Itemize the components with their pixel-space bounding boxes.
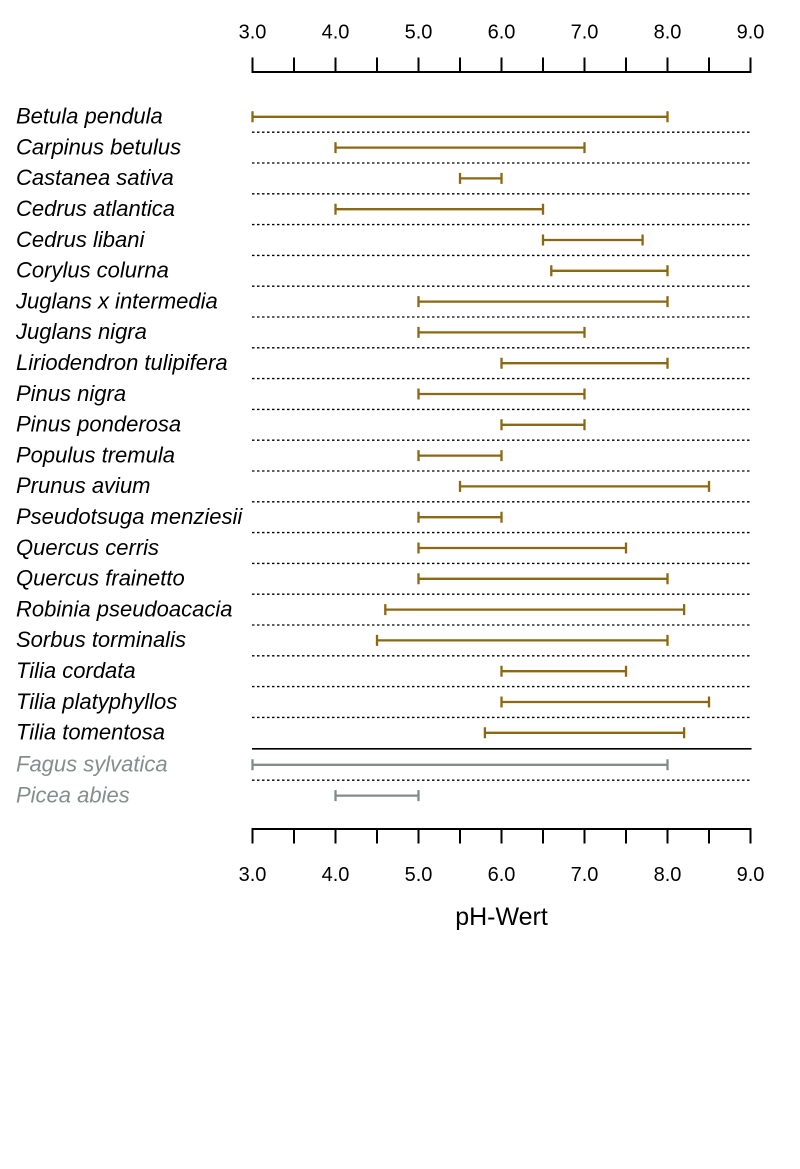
svg-text:8.0: 8.0: [654, 21, 682, 43]
svg-text:Pinus ponderosa: Pinus ponderosa: [16, 412, 181, 437]
svg-text:4.0: 4.0: [322, 864, 350, 886]
svg-text:Liriodendron tulipifera: Liriodendron tulipifera: [16, 350, 228, 375]
svg-text:Prunus avium: Prunus avium: [16, 473, 151, 498]
svg-text:5.0: 5.0: [405, 864, 433, 886]
svg-text:8.0: 8.0: [654, 864, 682, 886]
svg-text:Picea abies: Picea abies: [16, 782, 130, 807]
svg-text:3.0: 3.0: [239, 864, 267, 886]
svg-text:Quercus cerris: Quercus cerris: [16, 535, 159, 560]
svg-text:Tilia tomentosa: Tilia tomentosa: [16, 720, 165, 745]
svg-text:5.0: 5.0: [405, 21, 433, 43]
svg-text:Cedrus libani: Cedrus libani: [16, 227, 146, 252]
svg-text:6.0: 6.0: [488, 864, 516, 886]
svg-text:Sorbus torminalis: Sorbus torminalis: [16, 627, 186, 652]
svg-text:Cedrus atlantica: Cedrus atlantica: [16, 196, 175, 221]
svg-text:9.0: 9.0: [737, 864, 765, 886]
svg-text:Robinia pseudoacacia: Robinia pseudoacacia: [16, 596, 233, 621]
svg-text:Juglans nigra: Juglans nigra: [15, 319, 147, 344]
svg-text:Pinus nigra: Pinus nigra: [16, 381, 126, 406]
svg-text:pH-Wert: pH-Wert: [455, 903, 548, 931]
svg-text:Populus tremula: Populus tremula: [16, 442, 175, 467]
svg-text:Castanea sativa: Castanea sativa: [16, 165, 174, 190]
svg-text:Juglans x intermedia: Juglans x intermedia: [15, 288, 218, 313]
svg-text:Quercus frainetto: Quercus frainetto: [16, 566, 185, 591]
svg-text:Fagus sylvatica: Fagus sylvatica: [16, 752, 168, 777]
svg-text:9.0: 9.0: [737, 21, 765, 43]
svg-text:4.0: 4.0: [322, 21, 350, 43]
svg-text:Carpinus betulus: Carpinus betulus: [16, 134, 181, 159]
svg-text:6.0: 6.0: [488, 21, 516, 43]
svg-text:3.0: 3.0: [239, 21, 267, 43]
svg-text:Corylus colurna: Corylus colurna: [16, 258, 169, 283]
svg-text:7.0: 7.0: [571, 21, 599, 43]
svg-text:Betula pendula: Betula pendula: [16, 104, 163, 129]
svg-text:Tilia platyphyllos: Tilia platyphyllos: [16, 689, 177, 714]
svg-text:Tilia cordata: Tilia cordata: [16, 658, 136, 683]
svg-text:Pseudotsuga menziesii: Pseudotsuga menziesii: [16, 504, 243, 529]
svg-text:7.0: 7.0: [571, 864, 599, 886]
